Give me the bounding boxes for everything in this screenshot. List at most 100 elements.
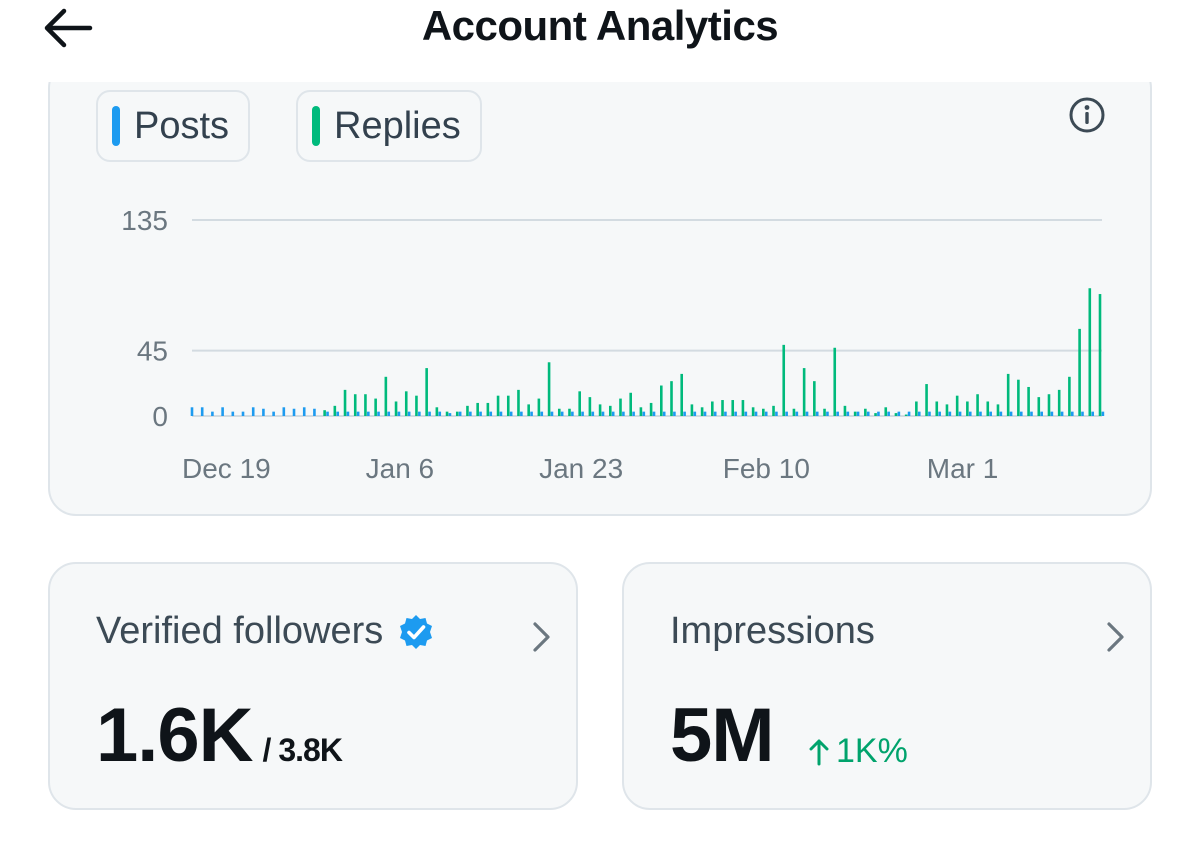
- post-bar: [1019, 411, 1023, 416]
- legend-replies-chip[interactable]: Replies: [296, 90, 482, 162]
- reply-bar: [1068, 376, 1071, 416]
- reply-bar: [1078, 328, 1081, 416]
- post-bar: [601, 411, 605, 416]
- reply-bar: [404, 391, 408, 416]
- post-bar: [622, 411, 625, 416]
- post-bar: [642, 411, 646, 416]
- posts-color-swatch: [112, 106, 120, 146]
- reply-bar: [802, 368, 806, 416]
- post-bar: [211, 411, 214, 416]
- post-bar: [458, 411, 462, 416]
- x-tick-label: Jan 6: [366, 453, 435, 484]
- post-bar: [683, 411, 686, 416]
- reply-bar: [884, 407, 888, 416]
- post-bar: [887, 411, 890, 416]
- legend-posts-chip[interactable]: Posts: [96, 90, 250, 162]
- reply-bar: [843, 405, 847, 416]
- info-icon[interactable]: [1068, 96, 1106, 134]
- post-bar: [948, 411, 952, 416]
- reply-bar: [476, 402, 479, 416]
- reply-bar: [690, 404, 694, 416]
- reply-bar: [517, 389, 520, 416]
- reply-bar: [853, 411, 857, 416]
- reply-bar: [608, 405, 612, 416]
- reply-bar: [486, 402, 490, 416]
- verified-badge-icon: [400, 614, 433, 649]
- reply-bar: [557, 408, 561, 416]
- post-bar: [479, 411, 482, 416]
- reply-bar: [996, 404, 1000, 416]
- reply-bar: [680, 373, 684, 416]
- reply-bar: [935, 401, 939, 416]
- post-bar: [775, 411, 778, 416]
- reply-bar: [364, 394, 367, 416]
- reply-bar: [415, 395, 418, 416]
- post-bar: [999, 411, 1003, 416]
- reply-bar: [762, 408, 765, 416]
- post-bar: [499, 411, 503, 416]
- post-bar: [377, 411, 380, 416]
- back-arrow-icon: [44, 8, 93, 48]
- reply-bar: [721, 400, 724, 416]
- reply-bar: [649, 402, 653, 416]
- reply-bar: [915, 401, 918, 416]
- post-bar: [438, 411, 442, 416]
- header-bar: Account Analytics: [0, 0, 1200, 82]
- post-bar: [326, 411, 329, 416]
- reply-bar: [986, 401, 990, 416]
- post-bar: [336, 411, 340, 416]
- impressions-value: 5M: [670, 693, 775, 778]
- post-bar: [302, 407, 306, 416]
- post-bar: [560, 411, 564, 416]
- post-bar: [754, 411, 758, 416]
- reply-bar: [527, 404, 530, 416]
- post-bar: [448, 413, 452, 416]
- verified-followers-label: Verified followers: [96, 610, 384, 652]
- reply-bar: [1006, 373, 1010, 416]
- x-tick-label: Feb 10: [723, 453, 810, 484]
- reply-bar: [741, 400, 745, 416]
- post-bar: [805, 411, 809, 416]
- reply-bar: [670, 381, 673, 416]
- reply-bar: [782, 344, 786, 416]
- post-bar: [262, 408, 265, 416]
- chevron-right-icon: [533, 622, 550, 652]
- post-bar: [795, 411, 799, 416]
- reply-bar: [864, 408, 867, 416]
- reply-bar: [833, 347, 837, 416]
- verified-followers-card[interactable]: Verified followers 1.6K/ 3.8K: [48, 562, 578, 810]
- reply-bar: [966, 401, 969, 416]
- reply-bar: [1027, 386, 1030, 416]
- post-bar: [826, 411, 829, 416]
- reply-bar: [894, 413, 898, 416]
- post-bar: [713, 411, 717, 416]
- reply-bar: [343, 389, 347, 416]
- y-tick-label: 0: [152, 401, 168, 432]
- y-tick-label: 45: [137, 336, 168, 367]
- back-button[interactable]: [40, 4, 100, 52]
- post-bar: [469, 411, 472, 416]
- impressions-card[interactable]: Impressions 5M 1K%: [622, 562, 1152, 810]
- post-bar: [662, 411, 666, 416]
- post-bar: [744, 411, 748, 416]
- post-bar: [571, 411, 574, 416]
- post-bar: [428, 411, 431, 416]
- post-bar: [190, 407, 194, 416]
- post-bar: [836, 411, 839, 416]
- reply-bar: [1037, 397, 1041, 416]
- post-bar: [489, 411, 493, 416]
- replies-color-swatch: [312, 106, 320, 146]
- post-bar: [815, 411, 819, 416]
- post-bar: [989, 411, 992, 416]
- post-bar: [1030, 411, 1033, 416]
- post-bar: [221, 407, 224, 416]
- post-bar: [540, 411, 544, 416]
- post-bar: [387, 411, 391, 416]
- post-bar: [866, 411, 870, 416]
- reply-bar: [660, 385, 663, 416]
- reply-bar: [629, 392, 632, 416]
- reply-bar: [547, 362, 551, 416]
- reply-bar: [823, 408, 826, 416]
- post-bar: [231, 411, 235, 416]
- post-bar: [897, 411, 901, 416]
